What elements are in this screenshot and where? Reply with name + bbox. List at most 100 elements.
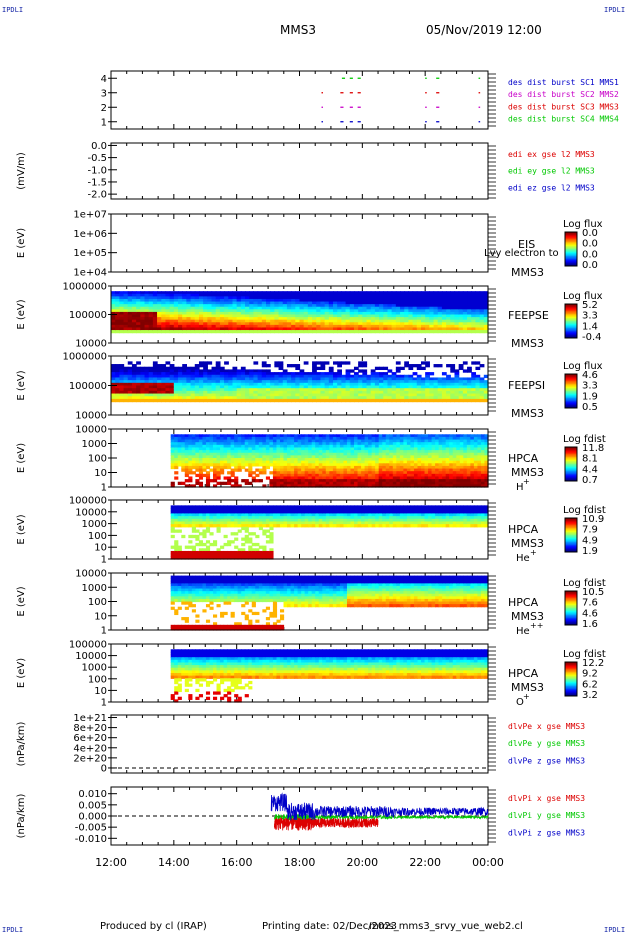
feepse-cell [173,319,179,323]
hpca_h-cell [473,473,479,478]
hpca_h-cell [403,439,408,443]
feepse-cell [148,306,154,310]
feepsi-cell [446,377,451,381]
feepsi-cell [190,382,196,387]
hpca_h-cell [339,450,345,454]
feepsi-cell [198,398,204,403]
hpca_h-cell [361,452,366,456]
hpca_h-cell [424,450,429,454]
hpca_h-cell [466,455,471,459]
hpca_h-cell [332,465,337,470]
hpca_h-cell [311,450,316,454]
feepsi-cell [240,369,246,373]
feepsi-cell [462,377,468,381]
feepse-cell [408,322,414,326]
hpca_h-cell [435,471,440,475]
feepse-cell [316,311,322,316]
hpca_h-cell [403,450,408,454]
feepsi-cell [144,380,150,384]
hpca_h-cell [308,481,313,485]
feepse-cell [467,291,472,295]
feepse-cell [420,298,426,303]
feepse-cell [178,317,183,321]
hpca_h-cell [223,444,228,449]
feepsi-cell [391,390,397,395]
hpca_h-cell [234,447,239,451]
hpca_he-cell [170,556,175,560]
hpca_h-cell [244,481,249,485]
feepsi-cell [211,372,217,376]
feepse-cell [131,330,137,334]
hpca_h-cell [438,452,443,456]
hpca_h-cell [368,465,373,470]
feepse-cell [253,309,259,313]
feepse-cell [161,309,167,313]
hpca_h-cell [255,460,260,464]
hpca_h-cell [417,434,422,438]
feepsi-cell [278,374,284,379]
feepsi-cell [219,380,225,384]
feepse-cell [441,327,447,331]
feepse-cell [475,319,481,323]
feepse-cell [182,306,187,310]
feepsi-cell [207,377,213,381]
hpca_h-cell [223,460,228,464]
feepse-cell [144,304,150,308]
feepse-cell [127,304,133,308]
feepsi-cell [370,369,376,373]
feepsi-cell [404,361,410,365]
hpca_h-cell [336,460,341,464]
hpca_h-cell [329,455,334,459]
hpca_h-cell [466,479,471,483]
feepse-cell [286,306,292,310]
feepsi-cell [127,372,133,376]
feepse-cell [140,301,146,305]
feepsi-cell [282,393,288,397]
feepse-cell [379,311,384,316]
feepse-cell [303,311,309,316]
hpca_h-cell [287,471,292,475]
hpca_h-cell [470,447,475,451]
hpca_h-cell [212,455,218,459]
feepse-cell [236,298,242,303]
feepsi-cell [169,364,175,368]
feepse-cell [157,296,162,300]
feepse-cell [412,322,418,326]
hpca_h-cell [248,463,253,467]
hpca_h-cell [244,468,249,472]
hpca_h-cell [301,455,306,459]
hpca_h-cell [396,444,401,449]
hpca_h-cell [361,450,366,454]
feepse-cell [345,317,351,321]
feepsi-cell [328,382,334,387]
hpca_h-cell [364,481,369,485]
feepsi-cell [194,366,200,371]
hpca_h-cell [202,463,207,467]
feepsi-cell [115,369,120,373]
feepse-cell [257,330,263,334]
feepse-cell [224,309,229,313]
hpca_h-cell [424,442,429,446]
feepse-cell [383,291,389,295]
feepsi-cell [157,388,162,392]
feepse-cell [462,327,468,331]
feepsi-cell [316,396,322,400]
hpca_h-cell [336,473,341,478]
feepse-cell [479,306,485,310]
hpca_h-cell [396,481,401,485]
date-title: 05/Nov/2019 12:00 [426,23,542,37]
feepse-cell [161,296,167,300]
hpca_h-cell [399,484,404,488]
hpca_h-cell [290,484,295,488]
feepse-cell [178,298,183,303]
feepse-cell [454,330,460,334]
feepsi-cell [224,388,229,392]
feepse-cell [366,324,372,329]
hpca_h-cell [230,471,235,475]
feepse-cell [157,293,162,297]
feepse-cell [383,306,389,310]
hpca_h-cell [198,444,204,449]
feepse-cell [303,301,309,305]
hpca_h-cell [442,463,447,467]
